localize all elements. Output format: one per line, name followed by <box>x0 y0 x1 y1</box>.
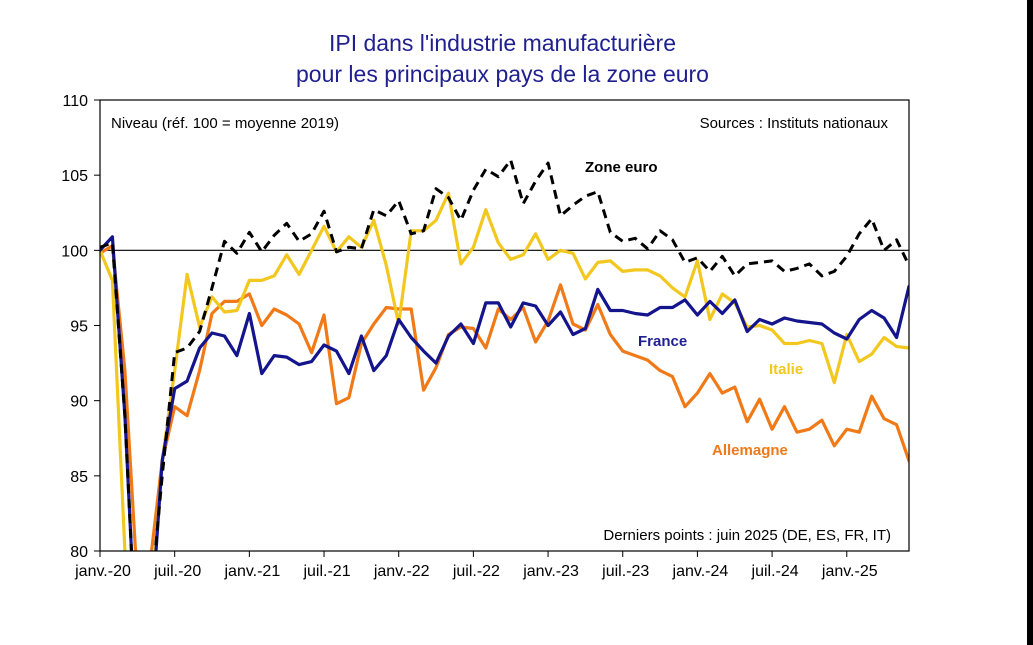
x-axis: janv.-20 juil.-20 janv.-21 juil.-21 janv.-22… <box>74 551 878 580</box>
series-line-france <box>100 235 909 551</box>
series-label-france: France <box>638 333 687 350</box>
x-tick-label: juil.-23 <box>601 563 649 580</box>
series-line-italie <box>100 191 909 551</box>
x-tick-label: janv.-21 <box>223 563 280 580</box>
plot-frame <box>99 99 910 552</box>
y-tick-label: 110 <box>62 93 88 110</box>
x-tick-label: janv.-23 <box>522 563 579 580</box>
right-edge-bar <box>1027 0 1033 645</box>
y-tick-label: 100 <box>61 243 88 260</box>
y-tick-label: 95 <box>70 319 88 336</box>
series-line-zone-euro <box>100 158 909 551</box>
y-tick-label: 85 <box>70 469 88 486</box>
x-tick-label: janv.-22 <box>373 563 430 580</box>
source-note: Sources : Instituts nationaux <box>700 115 889 132</box>
x-tick-label: janv.-20 <box>74 563 131 580</box>
y-tick-label: 105 <box>61 168 88 185</box>
y-axis: 80 85 90 95 100 105 110 <box>61 93 100 561</box>
last-points-note: Derniers points : juin 2025 (DE, ES, FR,… <box>603 527 891 544</box>
x-tick-label: juil.-24 <box>751 563 799 580</box>
y-tick-label: 80 <box>70 544 88 561</box>
y-tick-label: 90 <box>70 394 88 411</box>
series-group <box>100 158 909 551</box>
x-tick-label: janv.-25 <box>821 563 878 580</box>
series-label-italie: Italie <box>769 361 803 378</box>
x-tick-label: juil.-20 <box>153 563 201 580</box>
series-label-zone-euro: Zone euro <box>585 159 658 176</box>
chart-title-line-1: IPI dans l'industrie manufacturière <box>328 30 676 56</box>
x-tick-label: juil.-21 <box>302 563 350 580</box>
chart-title-line-2: pour les principaux pays de la zone euro <box>296 61 709 87</box>
x-tick-label: janv.-24 <box>672 563 729 580</box>
x-tick-label: juil.-22 <box>452 563 500 580</box>
series-label-allemagne: Allemagne <box>712 442 788 459</box>
level-note: Niveau (réf. 100 = moyenne 2019) <box>111 115 339 132</box>
